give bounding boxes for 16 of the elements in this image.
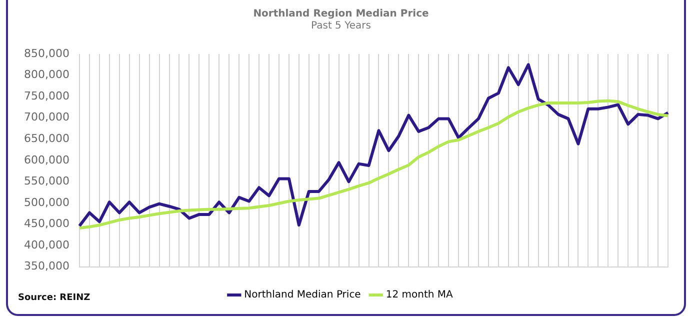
y-tick-label: 350,000: [24, 260, 70, 273]
y-tick-label: 650,000: [24, 132, 70, 145]
legend-label: Northland Median Price: [244, 290, 361, 301]
y-tick-label: 800,000: [24, 68, 70, 82]
source-note: Source: REINZ: [18, 293, 90, 303]
chart-title: Northland Region Median Price: [253, 8, 430, 20]
legend-label: 12 month MA: [386, 290, 454, 301]
chart-subtitle: Past 5 Years: [311, 20, 371, 32]
y-tick-label: 500,000: [24, 196, 70, 209]
y-tick-label: 550,000: [24, 174, 70, 188]
y-tick-label: 850,000: [24, 46, 70, 60]
y-tick-label: 450,000: [24, 217, 70, 230]
y-tick-label: 750,000: [24, 89, 70, 102]
y-tick-label: 400,000: [24, 238, 70, 252]
y-tick-label: 600,000: [24, 153, 70, 166]
y-tick-label: 700,000: [24, 110, 70, 124]
